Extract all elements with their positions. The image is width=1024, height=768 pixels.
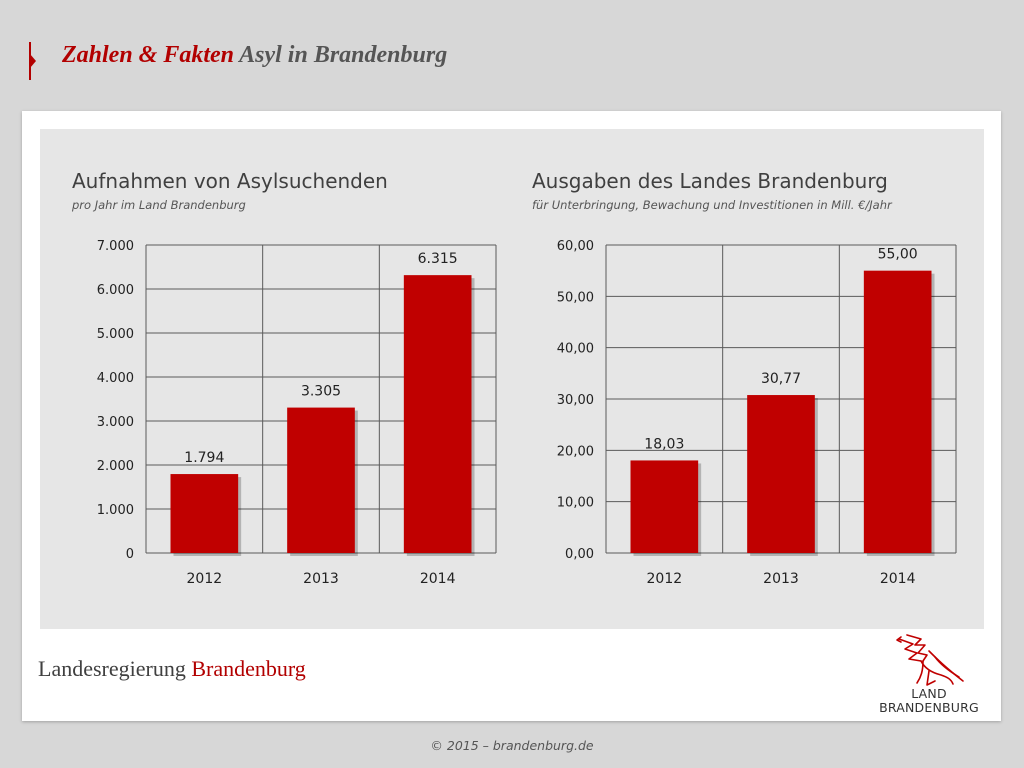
chart-1-xtick-label: 2014 xyxy=(420,571,456,587)
chart-1-bar xyxy=(170,474,239,553)
chart-1-ytick-label: 4.000 xyxy=(97,371,134,386)
slide-title: Zahlen & Fakten Asyl in Brandenburg xyxy=(62,42,447,69)
chart-1-xtick-label: 2013 xyxy=(303,571,339,587)
chart-1-subtitle: pro Jahr im Land Brandenburg xyxy=(72,198,246,212)
charts-panel: 0 1.000 2.000 3.000 4.000 5.000 6.000 7.000 1.79… xyxy=(40,129,984,629)
chart-2-subtitle: für Unterbringung, Bewachung und Investi… xyxy=(532,198,892,212)
chart-2-xtick-label: 2014 xyxy=(880,571,916,587)
chart-2-xtick-label: 2012 xyxy=(647,571,683,587)
chart-2-bar xyxy=(863,270,932,553)
footer-org-accent: Brandenburg xyxy=(191,656,306,681)
chart-2-ytick-label: 20,00 xyxy=(557,444,594,459)
chart-1-xtick-label: 2012 xyxy=(187,571,223,587)
chart-1-bar xyxy=(403,275,472,553)
chart-1-data-label: 1.794 xyxy=(184,450,224,466)
chart-1-title: Aufnahmen von Asylsuchenden xyxy=(72,169,388,193)
chart-2-xtick-label: 2013 xyxy=(763,571,799,587)
slide-title-rest: Asyl in Brandenburg xyxy=(239,42,448,68)
chart-1-data-label: 3.305 xyxy=(301,384,341,400)
chart-2-ytick-label: 10,00 xyxy=(557,496,594,511)
chart-1-data-label: 6.315 xyxy=(418,251,458,267)
chart-1-ytick-label: 3.000 xyxy=(97,415,134,430)
chart-2-bar xyxy=(630,460,699,553)
footer-org-name: Landesregierung Brandenburg xyxy=(38,656,306,682)
chart-2-ytick-label: 30,00 xyxy=(557,393,594,408)
chart-1-ytick-label: 0 xyxy=(126,547,134,562)
chart-2-data-label: 55,00 xyxy=(878,247,918,263)
chart-2-title: Ausgaben des Landes Brandenburg xyxy=(532,169,888,193)
brandenburg-logo: LAND BRANDENBURG xyxy=(879,631,979,717)
chart-1-ytick-label: 2.000 xyxy=(97,459,134,474)
chart-2-data-label: 30,77 xyxy=(761,371,801,387)
red-eagle-icon xyxy=(896,634,964,686)
charts-canvas: 0 1.000 2.000 3.000 4.000 5.000 6.000 7.000 1.79… xyxy=(97,239,957,587)
chart-1-ytick-label: 1.000 xyxy=(97,503,134,518)
chart-1-ytick-label: 6.000 xyxy=(97,283,134,298)
content-card: 0 1.000 2.000 3.000 4.000 5.000 6.000 7.000 1.79… xyxy=(22,111,1001,721)
chart-2-bar xyxy=(747,395,815,553)
copyright-text: © 2015 – brandenburg.de xyxy=(430,738,594,753)
title-marker-icon xyxy=(29,42,36,80)
chart-1-bar xyxy=(287,407,355,553)
chart-1-ytick-label: 7.000 xyxy=(97,239,134,254)
chart-2-ytick-label: 60,00 xyxy=(557,239,594,254)
chart-1-ytick-label: 5.000 xyxy=(97,327,134,342)
chart-2-ytick-label: 0,00 xyxy=(565,547,594,562)
chart-2-ytick-label: 40,00 xyxy=(557,342,594,357)
chart-2-ytick-label: 50,00 xyxy=(557,290,594,305)
chart-2-data-label: 18,03 xyxy=(644,436,684,452)
slide-title-accent: Zahlen & Fakten xyxy=(62,42,235,68)
logo-text-land: LAND xyxy=(911,686,947,701)
footer-org-prefix: Landesregierung xyxy=(38,656,186,681)
logo-text-brandenburg: BRANDENBURG xyxy=(879,700,979,715)
